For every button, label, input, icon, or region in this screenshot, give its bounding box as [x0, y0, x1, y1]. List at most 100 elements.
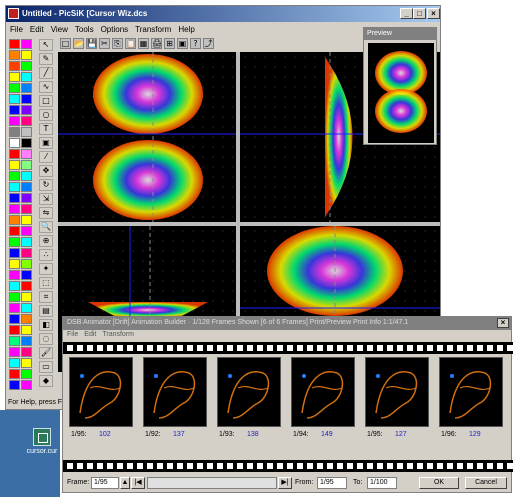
text-icon[interactable]: T — [39, 123, 53, 135]
save-icon[interactable]: 💾 — [86, 38, 97, 49]
scanner-icon[interactable]: ⊞ — [164, 38, 175, 49]
palette-swatch[interactable] — [21, 248, 32, 258]
frame-scrollbar[interactable] — [147, 477, 277, 489]
curve-icon[interactable]: ∿ — [39, 81, 53, 93]
palette-swatch[interactable] — [21, 281, 32, 291]
mirror-icon[interactable]: ⇋ — [39, 207, 53, 219]
palette-swatch[interactable] — [21, 270, 32, 280]
ellipse-icon[interactable]: ○ — [39, 109, 53, 121]
palette-swatch[interactable] — [21, 50, 32, 60]
palette-swatch[interactable] — [21, 72, 32, 82]
palette-swatch[interactable] — [21, 369, 32, 379]
palette-swatch[interactable] — [21, 226, 32, 236]
palette-swatch[interactable] — [9, 259, 20, 269]
palette-swatch[interactable] — [9, 72, 20, 82]
palette-swatch[interactable] — [21, 160, 32, 170]
eraser-icon[interactable]: ▭ — [39, 361, 53, 373]
eyedrop-icon[interactable]: ⁄ — [39, 151, 53, 163]
help-icon[interactable]: ? — [190, 38, 201, 49]
frame-spinner[interactable]: ▲ — [120, 477, 130, 489]
animation-frame[interactable]: 1/93: 138 — [215, 357, 283, 455]
from-input[interactable]: 1/95 — [317, 477, 347, 489]
palette-swatch[interactable] — [21, 303, 32, 313]
palette-swatch[interactable] — [9, 336, 20, 346]
rect-icon[interactable]: □ — [39, 95, 53, 107]
palette-swatch[interactable] — [21, 336, 32, 346]
palette-swatch[interactable] — [9, 182, 20, 192]
palette-swatch[interactable] — [9, 160, 20, 170]
frame-input[interactable]: 1/95 — [91, 477, 119, 489]
palette-swatch[interactable] — [21, 171, 32, 181]
brush-icon[interactable]: 🖌 — [39, 347, 53, 359]
cancel-button[interactable]: Cancel — [465, 477, 507, 489]
palette-swatch[interactable] — [9, 303, 20, 313]
cut-icon[interactable]: ✂ — [99, 38, 110, 49]
palette-swatch[interactable] — [9, 171, 20, 181]
magnify-icon[interactable]: ⊕ — [39, 235, 53, 247]
palette-swatch[interactable] — [21, 193, 32, 203]
palette-swatch[interactable] — [9, 215, 20, 225]
frame-duration[interactable]: 149 — [321, 431, 333, 438]
menu-view[interactable]: View — [50, 25, 68, 34]
animation-frame[interactable]: 1/94: 149 — [289, 357, 357, 455]
palette-swatch[interactable] — [21, 94, 32, 104]
palette-swatch[interactable] — [21, 347, 32, 357]
palette-swatch[interactable] — [9, 270, 20, 280]
open-icon[interactable]: 📂 — [73, 38, 84, 49]
palette-swatch[interactable] — [21, 237, 32, 247]
palette-swatch[interactable] — [9, 83, 20, 93]
preview-icon[interactable]: ▣ — [177, 38, 188, 49]
desktop-shortcut[interactable]: cursor.cur — [26, 428, 58, 468]
spray-icon[interactable]: ∴ — [39, 249, 53, 261]
animation-close-button[interactable]: × — [497, 318, 509, 328]
animation-frame[interactable]: 1/95: 127 — [363, 357, 431, 455]
palette-swatch[interactable] — [21, 149, 32, 159]
palette-swatch[interactable] — [21, 325, 32, 335]
menu-help[interactable]: Help — [178, 25, 195, 34]
animation-title[interactable]: DSB Animator [Drift] Animation Builder ·… — [63, 317, 511, 330]
fill-icon[interactable]: ▣ — [39, 137, 53, 149]
palette-swatch[interactable] — [21, 182, 32, 192]
palette-swatch[interactable] — [9, 204, 20, 214]
palette-swatch[interactable] — [21, 259, 32, 269]
palette-swatch[interactable] — [9, 325, 20, 335]
palette-swatch[interactable] — [21, 215, 32, 225]
menu-options[interactable]: Options — [100, 25, 129, 34]
ok-button[interactable]: OK — [419, 477, 459, 489]
minimize-button[interactable]: _ — [400, 8, 413, 19]
palette-swatch[interactable] — [21, 380, 32, 390]
palette-swatch[interactable] — [21, 314, 32, 324]
palette-swatch[interactable] — [21, 39, 32, 49]
menu-file[interactable]: File — [10, 25, 23, 34]
palette-swatch[interactable] — [9, 314, 20, 324]
frame-duration[interactable]: 102 — [99, 431, 111, 438]
pane-front[interactable] — [58, 52, 236, 222]
palette-swatch[interactable] — [21, 105, 32, 115]
film-menu-file[interactable]: File — [67, 331, 79, 338]
palette-swatch[interactable] — [9, 380, 20, 390]
to-input[interactable]: 1/100 — [367, 477, 397, 489]
palette-swatch[interactable] — [21, 83, 32, 93]
palette-swatch[interactable] — [21, 127, 32, 137]
menu-transform[interactable]: Transform — [135, 25, 172, 34]
node-icon[interactable]: ◆ — [39, 375, 53, 387]
first-frame-button[interactable]: |◀ — [131, 477, 145, 489]
vertical-divider[interactable] — [236, 52, 240, 372]
palette-swatch[interactable] — [21, 358, 32, 368]
frame-duration[interactable]: 137 — [173, 431, 185, 438]
animation-frame[interactable]: 1/95: 102 — [67, 357, 135, 455]
palette-swatch[interactable] — [9, 149, 20, 159]
preview-window[interactable]: Preview — [363, 27, 437, 145]
palette-swatch[interactable] — [21, 292, 32, 302]
last-frame-button[interactable]: ▶| — [278, 477, 292, 489]
film-menu-transform[interactable]: Transform — [102, 331, 134, 338]
palette-swatch[interactable] — [21, 138, 32, 148]
whatsthis-icon[interactable]: ⤴ — [203, 38, 214, 49]
rotate-icon[interactable]: ↻ — [39, 179, 53, 191]
print-icon[interactable]: 🖨 — [151, 38, 163, 49]
paste-icon[interactable]: 📋 — [125, 38, 136, 49]
frame-duration[interactable]: 129 — [469, 431, 481, 438]
palette-swatch[interactable] — [9, 50, 20, 60]
menu-edit[interactable]: Edit — [29, 25, 44, 34]
palette-swatch[interactable] — [21, 204, 32, 214]
